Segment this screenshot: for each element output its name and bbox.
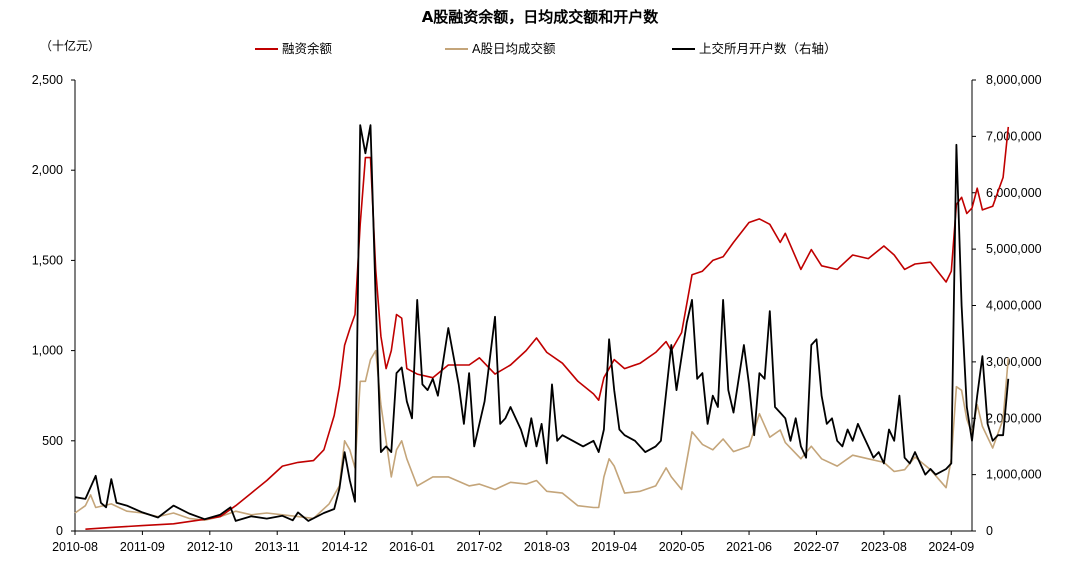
right-tick-label: 0	[986, 524, 993, 538]
x-tick-label: 2017-02	[456, 540, 502, 554]
legend-label-0: 融资余额	[282, 41, 333, 56]
legend-label-2: 上交所月开户数（右轴）	[699, 41, 837, 56]
series-line-2	[74, 124, 1010, 522]
right-tick-label: 3,000,000	[986, 355, 1042, 369]
left-tick-label: 500	[42, 434, 63, 448]
chart-title: A股融资余额，日均成交额和开户数	[422, 8, 660, 26]
right-tick-label: 5,000,000	[986, 242, 1042, 256]
series-line-1	[74, 349, 1010, 522]
legend-label-1: A股日均成交额	[472, 41, 556, 56]
series-lines	[74, 124, 1010, 530]
right-tick-label: 2,000,000	[986, 411, 1042, 425]
x-tick-label: 2011-09	[120, 540, 165, 554]
x-tick-label: 2012-10	[187, 540, 233, 554]
right-tick-label: 8,000,000	[986, 73, 1042, 87]
axes: 2,500 2,000 1,500 1,000 500 0 8,000,000 7,000,0…	[32, 73, 1042, 554]
x-tick-label: 2018-03	[524, 540, 570, 554]
x-tick-label: 2016-01	[389, 540, 435, 554]
x-tick-label: 2021-06	[726, 540, 772, 554]
x-tick-label: 2014-12	[322, 540, 368, 554]
x-tick-label: 2024-09	[928, 540, 974, 554]
left-tick-label: 1,500	[32, 253, 63, 267]
legend: 融资余额 A股日均成交额 上交所月开户数（右轴）	[255, 41, 837, 56]
x-tick-label: 2020-05	[659, 540, 705, 554]
left-axis-unit: （十亿元）	[40, 38, 100, 53]
series-line-0	[85, 126, 1010, 530]
left-tick-label: 0	[56, 524, 63, 538]
left-tick-label: 1,000	[32, 344, 63, 358]
right-tick-label: 4,000,000	[986, 299, 1042, 313]
left-tick-label: 2,500	[32, 73, 63, 87]
left-tick-label: 2,000	[32, 163, 63, 177]
x-tick-label: 2023-08	[861, 540, 907, 554]
x-tick-label: 2022-07	[794, 540, 840, 554]
right-tick-label: 1,000,000	[986, 468, 1042, 482]
right-tick-label: 6,000,000	[986, 186, 1042, 200]
x-tick-label: 2010-08	[52, 540, 98, 554]
x-tick-label: 2013-11	[255, 540, 300, 554]
right-tick-label: 7,000,000	[986, 129, 1042, 143]
x-tick-label: 2019-04	[591, 540, 637, 554]
